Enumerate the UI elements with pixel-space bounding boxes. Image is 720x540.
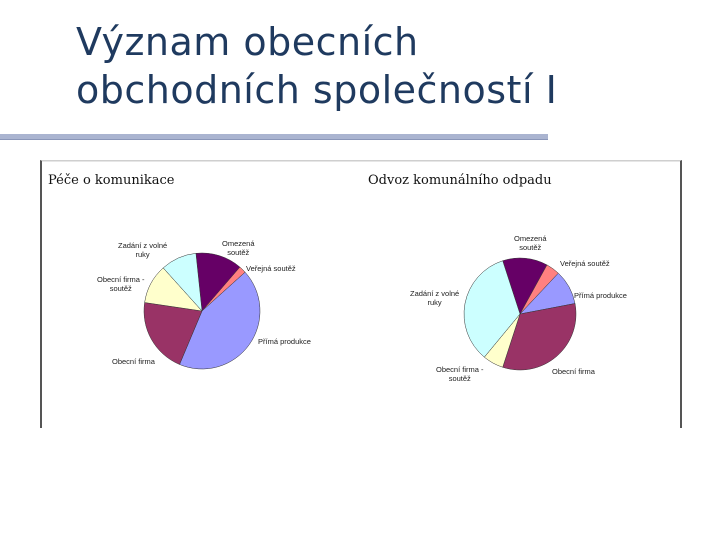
pie-slice-4 [143,302,203,365]
slide-title-line-1: Význam obecních [76,20,419,64]
slide-title-line-2: obchodních společností I [76,68,558,112]
label-left-obecni-firma: Obecní firma [112,357,155,366]
slide-title: Význam obecních obchodních společností I [76,18,676,114]
label-left-omezena: Omezená soutěž [222,239,255,257]
pie-slice-4 [502,303,577,371]
label-right-prima: Přímá produkce [574,291,627,300]
label-right-omezena: Omezená soutěž [514,234,547,252]
label-left-zadani: Zadání z volné ruky [118,241,168,259]
label-right-obecni-firma-soutez: Obecní firma - soutěž [436,365,484,383]
label-right-obecni-firma: Obecní firma [552,367,595,376]
chart-title-right: Odvoz komunálního odpadu [368,173,552,188]
label-left-prima: Přímá produkce [258,337,311,346]
label-right-zadani: Zadání z volné ruky [410,289,460,307]
pie-slice-6 [162,253,203,312]
label-right-verejna: Veřejná soutěž [560,259,610,268]
label-left-obecni-firma-soutez: Obecní firma - soutěž [97,275,145,293]
pie-slice-3 [179,271,261,370]
pie-chart-right [463,257,577,371]
pie-chart-left [143,252,261,370]
label-left-verejna: Veřejná soutěž [246,264,296,273]
title-underline [0,134,548,139]
chart-title-left: Péče o komunikace [48,173,175,188]
pie-slice-6 [463,260,521,358]
title-underline-shadow [0,139,548,140]
chart-frame: Péče o komunikace Zadání z volné ruky Obe… [40,160,682,428]
